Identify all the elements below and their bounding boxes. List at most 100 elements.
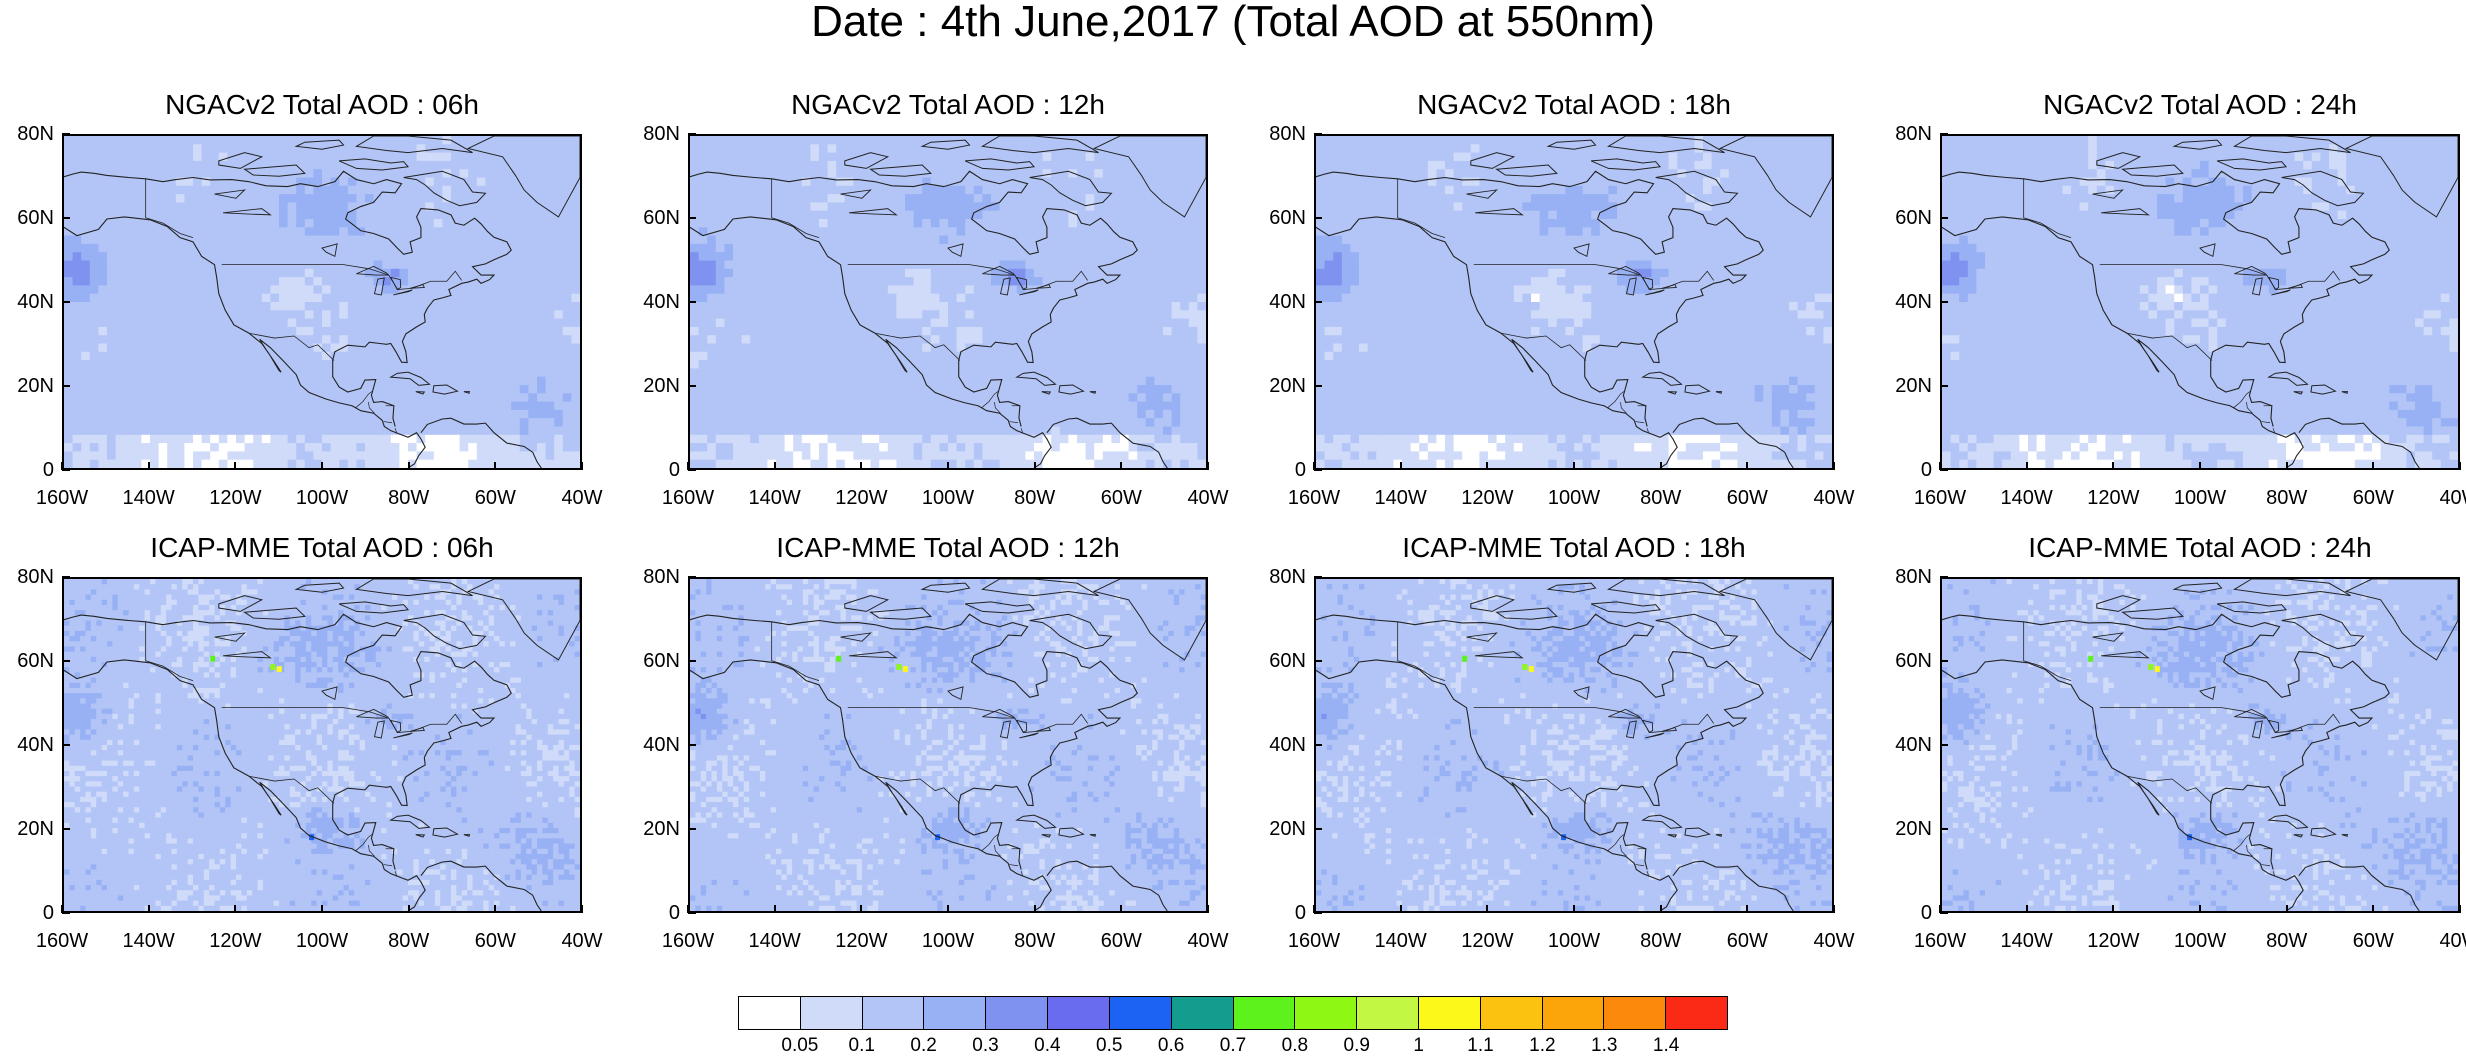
country-border (1500, 775, 1587, 804)
island-outline (1015, 814, 1057, 829)
longitude-label: 40W (542, 931, 622, 951)
country-border (1646, 871, 1650, 877)
coastline (1316, 170, 1764, 427)
latitude-tick (62, 469, 70, 471)
latitude-label: 60N (1254, 208, 1306, 228)
lake-outline (2101, 651, 2150, 659)
longitude-label: 140W (1987, 488, 2067, 508)
island-outline (463, 391, 471, 394)
coastline (1942, 613, 2390, 870)
lake-outline (849, 651, 898, 659)
island-outline (2310, 384, 2337, 395)
longitude-tick (407, 462, 410, 470)
longitude-label: 40W (1168, 931, 1248, 951)
coastline (2298, 417, 2420, 468)
island-outline (1029, 613, 1113, 650)
island-outline (403, 170, 487, 207)
island-outline (2281, 170, 2365, 207)
island-outline (1655, 613, 1739, 650)
aod-field (1942, 579, 2458, 911)
latitude-label: 60N (2, 651, 54, 671)
country-border (1635, 421, 1645, 424)
colorbar-swatch (862, 997, 925, 1029)
latitude-tick (1940, 133, 1948, 135)
island-outline (389, 371, 431, 386)
longitude-label: 120W (2073, 931, 2153, 951)
latitude-tick (1940, 217, 1948, 219)
longitude-tick (2285, 905, 2288, 913)
lake-outline (2251, 277, 2263, 296)
aod-map (688, 577, 1208, 913)
map-panel: ICAP-MME Total AOD : 06h 80N 60N 40N 20N 0 160… (0, 443, 602, 952)
longitude-tick (581, 905, 583, 913)
island-outline (1546, 582, 1597, 593)
longitude-tick (1033, 905, 1036, 913)
longitude-label: 100W (282, 488, 362, 508)
longitude-label: 80W (2247, 931, 2327, 951)
coastline (420, 417, 542, 468)
panel-title: NGACv2 Total AOD : 24h (1940, 90, 2460, 120)
country-border (221, 264, 463, 290)
country-border (1020, 428, 1024, 434)
lake-outline (1608, 265, 1642, 276)
island-outline (1029, 170, 1113, 207)
country-border (2272, 871, 2276, 877)
island-outline (1590, 601, 1662, 614)
map-panel: NGACv2 Total AOD : 24h 80N 60N 40N 20N 0 160W 1… (1878, 0, 2466, 509)
island-outline (964, 158, 1036, 171)
longitude-label: 100W (1534, 931, 1614, 951)
coastline (1672, 417, 1794, 468)
island-outline (2293, 391, 2304, 395)
latitude-label: 40N (1254, 292, 1306, 312)
country-border (847, 707, 1089, 733)
island-outline (389, 814, 431, 829)
latitude-label: 40N (1880, 735, 1932, 755)
longitude-label: 120W (821, 931, 901, 951)
coastline (64, 613, 512, 870)
country-border (2099, 707, 2341, 733)
island-outline (338, 158, 410, 171)
aod-field (1942, 136, 2458, 468)
longitude-tick (1313, 462, 1315, 470)
island-outline (218, 595, 264, 612)
lake-outline (1466, 189, 1498, 199)
country-border (1620, 844, 1627, 857)
aod-grid-cells (1316, 136, 1832, 468)
island-outline (1641, 371, 1683, 386)
latitude-label: 60N (1254, 651, 1306, 671)
island-outline (2310, 827, 2337, 838)
longitude-tick (1659, 905, 1662, 913)
island-outline (2341, 391, 2349, 394)
lake-outline (214, 189, 246, 199)
latitude-tick (62, 301, 70, 303)
longitude-label: 140W (735, 931, 815, 951)
island-outline (354, 136, 473, 154)
aod-grid-cells (64, 136, 580, 468)
country-border (2099, 264, 2341, 290)
longitude-label: 120W (1447, 488, 1527, 508)
longitude-tick (2459, 462, 2461, 470)
latitude-label: 40N (2, 292, 54, 312)
longitude-tick (1207, 462, 1209, 470)
aod-hotspot (1522, 664, 1528, 671)
panel-title: NGACv2 Total AOD : 18h (1314, 90, 1834, 120)
colorbar-swatch (986, 997, 1049, 1029)
island-outline (1470, 152, 1516, 169)
longitude-tick (1659, 462, 1662, 470)
island-outline (869, 607, 932, 620)
longitude-tick (61, 462, 63, 470)
longitude-label: 60W (1081, 931, 1161, 951)
island-outline (218, 152, 264, 169)
longitude-label: 40W (1794, 931, 1874, 951)
country-border (1397, 178, 1446, 239)
lake-outline (982, 708, 1016, 719)
island-outline (2344, 579, 2458, 661)
latitude-tick (1314, 217, 1322, 219)
colorbar-label: 0.6 (1141, 1036, 1201, 1056)
latitude-tick (62, 217, 70, 219)
colorbar-label: 0.1 (832, 1036, 892, 1056)
island-outline (1041, 391, 1052, 395)
latitude-label: 0 (628, 903, 680, 923)
lake-outline (982, 265, 1016, 276)
island-outline (2232, 579, 2351, 597)
